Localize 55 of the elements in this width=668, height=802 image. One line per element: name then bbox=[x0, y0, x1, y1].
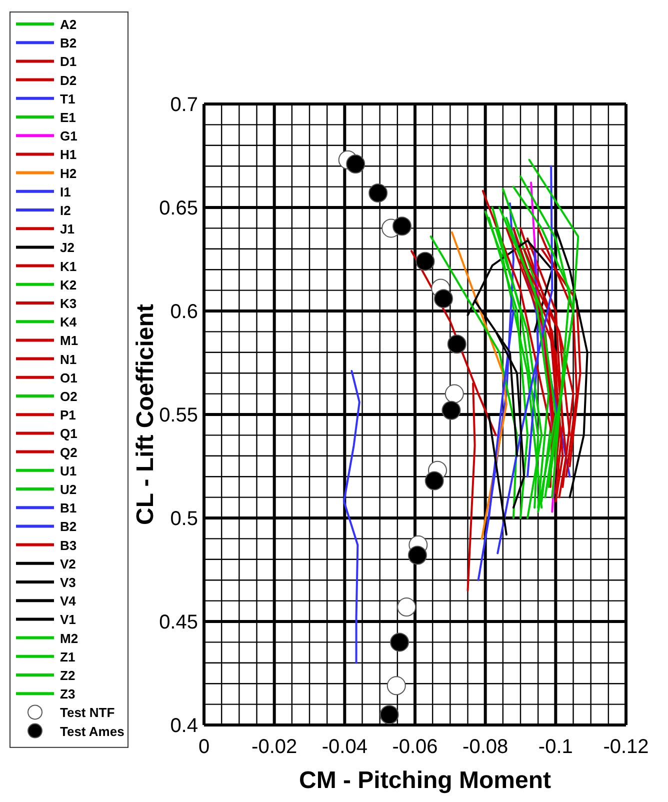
x-axis-title: CM - Pitching Moment bbox=[299, 767, 551, 794]
legend-label: O1 bbox=[60, 370, 78, 386]
legend-label: V3 bbox=[60, 575, 76, 590]
x-tick-label: -0.04 bbox=[322, 736, 368, 758]
legend-label: B1 bbox=[60, 500, 77, 516]
x-tick-label: -0.06 bbox=[392, 736, 438, 758]
legend-label: T1 bbox=[60, 91, 76, 106]
x-tick-label: -0.08 bbox=[462, 736, 508, 758]
x-tick-label: -0.02 bbox=[252, 736, 298, 758]
legend-label: H2 bbox=[60, 166, 77, 181]
legend-label: A2 bbox=[60, 17, 77, 32]
legend-label: Q2 bbox=[60, 444, 78, 460]
y-tick-label: 0.7 bbox=[170, 94, 198, 116]
legend-label: D1 bbox=[60, 54, 77, 70]
legend-label: J2 bbox=[60, 240, 74, 256]
legend-label: U2 bbox=[60, 482, 77, 497]
legend-label: Z2 bbox=[60, 668, 76, 683]
y-tick-label: 0.55 bbox=[159, 404, 198, 426]
x-tick-label: -0.1 bbox=[538, 736, 573, 758]
x-tick-label: 0 bbox=[198, 736, 210, 758]
legend-label: M2 bbox=[60, 630, 78, 646]
legend-label: P1 bbox=[60, 408, 76, 423]
legend-label: V1 bbox=[60, 612, 76, 628]
legend-label: Test NTF bbox=[60, 705, 115, 720]
legend-label: N1 bbox=[60, 352, 77, 367]
legend-label: V4 bbox=[60, 594, 77, 609]
legend-label: I2 bbox=[60, 203, 71, 218]
legend-label: I1 bbox=[60, 184, 71, 200]
legend-label: E1 bbox=[60, 110, 76, 125]
legend-label: Z3 bbox=[60, 686, 76, 702]
legend-label: Test Ames bbox=[60, 724, 124, 739]
y-tick-label: 0.65 bbox=[159, 198, 198, 220]
y-tick-label: 0.45 bbox=[159, 612, 198, 634]
legend-label: K2 bbox=[60, 277, 77, 292]
legend-label: Q1 bbox=[60, 426, 78, 442]
y-axis-title: CL - Lift Coefficient bbox=[132, 304, 159, 525]
legend-label: Z1 bbox=[60, 649, 76, 664]
legend-label: V2 bbox=[60, 556, 76, 572]
legend-label: B3 bbox=[60, 538, 77, 553]
legend-label: J1 bbox=[60, 222, 74, 237]
legend-label: K3 bbox=[60, 296, 77, 311]
legend-label: K4 bbox=[60, 314, 78, 330]
legend-label: G1 bbox=[60, 128, 78, 144]
legend-label: B2 bbox=[60, 519, 77, 534]
legend-label: M1 bbox=[60, 333, 78, 348]
legend-label: B2 bbox=[60, 36, 77, 51]
x-tick-label: -0.12 bbox=[603, 736, 649, 758]
legend-label: K1 bbox=[60, 258, 77, 274]
legend-label: U1 bbox=[60, 463, 77, 478]
y-tick-label: 0.5 bbox=[170, 508, 198, 530]
legend-label: D2 bbox=[60, 72, 77, 88]
legend-label: O2 bbox=[60, 389, 78, 404]
y-tick-label: 0.4 bbox=[170, 715, 198, 737]
legend-label: H1 bbox=[60, 147, 77, 162]
y-tick-label: 0.6 bbox=[170, 301, 198, 323]
